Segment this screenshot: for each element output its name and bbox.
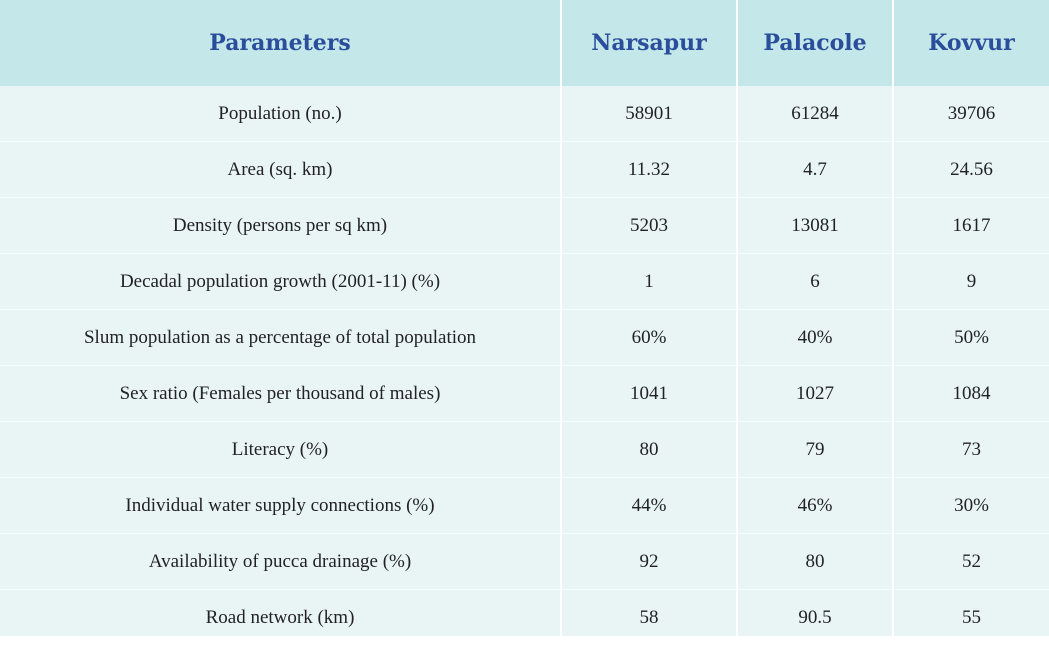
- header-row: Parameters Narsapur Palacole Kovvur: [0, 0, 1049, 86]
- table-row: Population (no.) 58901 61284 39706: [0, 86, 1049, 142]
- kovvur-value: 50%: [893, 310, 1049, 366]
- row-parameter: Area (sq. km): [0, 142, 561, 198]
- header-kovvur: Kovvur: [893, 0, 1049, 86]
- palacole-value: 79: [737, 422, 893, 478]
- kovvur-value: 1617: [893, 198, 1049, 254]
- kovvur-value: 30%: [893, 478, 1049, 534]
- header-parameters: Parameters: [0, 0, 561, 86]
- palacole-value: 4.7: [737, 142, 893, 198]
- table-row: Availability of pucca drainage (%) 92 80…: [0, 534, 1049, 590]
- header-narsapur: Narsapur: [561, 0, 737, 86]
- narsapur-value: 1: [561, 254, 737, 310]
- kovvur-value: 24.56: [893, 142, 1049, 198]
- narsapur-value: 11.32: [561, 142, 737, 198]
- palacole-value: 1027: [737, 366, 893, 422]
- table-header: Parameters Narsapur Palacole Kovvur: [0, 0, 1049, 86]
- narsapur-value: 92: [561, 534, 737, 590]
- narsapur-value: 80: [561, 422, 737, 478]
- kovvur-value: 52: [893, 534, 1049, 590]
- narsapur-value: 5203: [561, 198, 737, 254]
- row-parameter: Decadal population growth (2001-11) (%): [0, 254, 561, 310]
- row-parameter: Density (persons per sq km): [0, 198, 561, 254]
- palacole-value: 90.5: [737, 590, 893, 645]
- table-row: Sex ratio (Females per thousand of males…: [0, 366, 1049, 422]
- narsapur-value: 58901: [561, 86, 737, 142]
- table-row: Density (persons per sq km) 5203 13081 1…: [0, 198, 1049, 254]
- kovvur-value: 1084: [893, 366, 1049, 422]
- palacole-value: 80: [737, 534, 893, 590]
- row-parameter: Availability of pucca drainage (%): [0, 534, 561, 590]
- row-parameter: Individual water supply connections (%): [0, 478, 561, 534]
- row-parameter: Literacy (%): [0, 422, 561, 478]
- table-row: Road network (km) 58 90.5 55: [0, 590, 1049, 645]
- kovvur-value: 9: [893, 254, 1049, 310]
- narsapur-value: 44%: [561, 478, 737, 534]
- kovvur-value: 55: [893, 590, 1049, 645]
- table-row: Individual water supply connections (%) …: [0, 478, 1049, 534]
- palacole-value: 40%: [737, 310, 893, 366]
- kovvur-value: 73: [893, 422, 1049, 478]
- palacole-value: 6: [737, 254, 893, 310]
- palacole-value: 46%: [737, 478, 893, 534]
- palacole-value: 13081: [737, 198, 893, 254]
- row-parameter: Road network (km): [0, 590, 561, 645]
- row-parameter: Sex ratio (Females per thousand of males…: [0, 366, 561, 422]
- narsapur-value: 60%: [561, 310, 737, 366]
- narsapur-value: 1041: [561, 366, 737, 422]
- kovvur-value: 39706: [893, 86, 1049, 142]
- palacole-value: 61284: [737, 86, 893, 142]
- table-row: Area (sq. km) 11.32 4.7 24.56: [0, 142, 1049, 198]
- narsapur-value: 58: [561, 590, 737, 645]
- table-body: Population (no.) 58901 61284 39706 Area …: [0, 86, 1049, 645]
- header-palacole: Palacole: [737, 0, 893, 86]
- table-row: Slum population as a percentage of total…: [0, 310, 1049, 366]
- table-row: Literacy (%) 80 79 73: [0, 422, 1049, 478]
- row-parameter: Slum population as a percentage of total…: [0, 310, 561, 366]
- row-parameter: Population (no.): [0, 86, 561, 142]
- table-row: Decadal population growth (2001-11) (%) …: [0, 254, 1049, 310]
